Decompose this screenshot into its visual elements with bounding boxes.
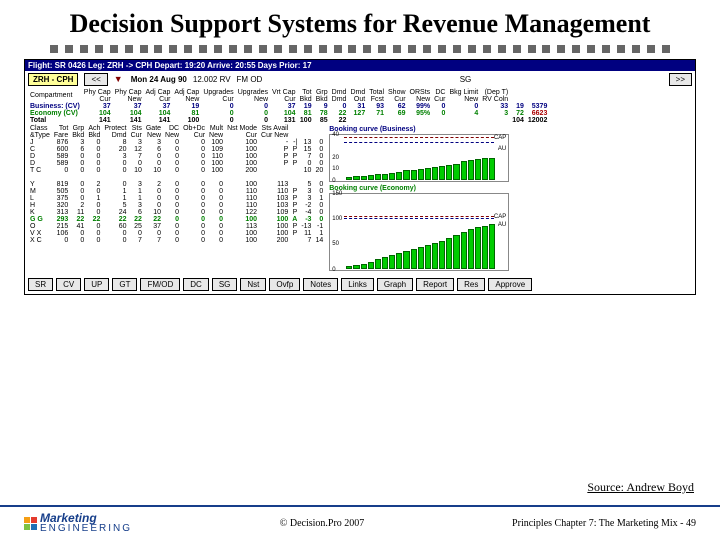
toolbar-sg-button[interactable]: SG (212, 278, 238, 291)
date-label: Mon 24 Aug 90 (131, 75, 187, 84)
class-row: H32020530000110103P-20 (28, 202, 325, 209)
rv-label: 12.002 RV (193, 75, 231, 84)
window-titlebar: Flight: SR 0426 Leg: ZRH -> CPH Depart: … (25, 60, 695, 71)
chapter-text: Principles Chapter 7: The Marketing Mix … (512, 518, 696, 529)
class-row: L37501110000110103P31 (28, 195, 325, 202)
booking-curve-business: 0102040CAPAU (329, 134, 509, 182)
fm-label: FM OD (237, 75, 263, 84)
sg-label: SG (460, 75, 472, 84)
class-row: O215410602537000113100P-13-1 (28, 223, 325, 230)
class-grid: Class&TypeTotFareGrpBkdAchBkdProtectDmdS… (28, 125, 325, 273)
app-window: Flight: SR 0426 Leg: ZRH -> CPH Depart: … (24, 59, 696, 295)
toolbar-dc-button[interactable]: DC (183, 278, 209, 291)
compartment-row: Business: (CV)373737190037199031936299%0… (28, 103, 549, 110)
toolbar-sr-button[interactable]: SR (28, 278, 53, 291)
class-row: D5890000000100100PP00 (28, 160, 325, 167)
class-row: G G2932222222222000100100A-30 (28, 216, 325, 223)
class-row: C600602012600109100PP150 (28, 146, 325, 153)
toolbar-report-button[interactable]: Report (416, 278, 454, 291)
prev-button[interactable]: << (84, 73, 107, 86)
toolbar-up-button[interactable]: UP (84, 278, 109, 291)
class-row: J8763083300100100--|130 (28, 139, 325, 146)
next-button[interactable]: >> (669, 73, 692, 86)
class-row: K31311024610000122109P-40 (28, 209, 325, 216)
bottom-toolbar: SRCVUPGTFM/ODDCSGNstOvfpNotesLinksGraphR… (25, 275, 695, 294)
marketing-engineering-logo: Marketing ENGINEERING (24, 511, 132, 536)
class-row: T C00001010001002001020 (28, 167, 325, 174)
logo-text-2: ENGINEERING (40, 523, 132, 534)
compartment-row: Total14114114110000131100852210412002 (28, 117, 549, 124)
class-row: V X10600000000100100P111 (28, 230, 325, 237)
booking-curve-economy: 050100150CAPAU (329, 193, 509, 271)
class-row: M50500110000110110P30 (28, 188, 325, 195)
slide-footer: Marketing ENGINEERING © Decision.Pro 200… (0, 505, 720, 536)
route-badge: ZRH - CPH (28, 73, 78, 86)
toolbar-fmod-button[interactable]: FM/OD (140, 278, 180, 291)
toolbar-gt-button[interactable]: GT (112, 278, 137, 291)
toolbar-links-button[interactable]: Links (341, 278, 374, 291)
charts-panel: Booking curve (Business) 0102040CAPAU Bo… (329, 125, 509, 273)
dropdown-icon[interactable]: ▼ (114, 74, 123, 84)
source-credit: Source: Andrew Boyd (587, 480, 694, 495)
compartment-grid: CompartmentPhy CapCurPhy CapNewAdj CapCu… (25, 88, 695, 125)
route-toolbar: ZRH - CPH << ▼ Mon 24 Aug 90 12.002 RV F… (25, 71, 695, 88)
class-row: Y8190203200010011350 (28, 181, 325, 188)
class-row: X C000077000100200714 (28, 237, 325, 244)
class-row: D5890037000110100PP70 (28, 153, 325, 160)
toolbar-ovfp-button[interactable]: Ovfp (269, 278, 300, 291)
compartment-row: Economy (CV)1041041048100104817822127716… (28, 110, 549, 117)
toolbar-approve-button[interactable]: Approve (488, 278, 532, 291)
copyright-text: © Decision.Pro 2007 (132, 518, 512, 529)
toolbar-nst-button[interactable]: Nst (240, 278, 266, 291)
chart-title-business: Booking curve (Business) (329, 125, 509, 134)
slide-title: Decision Support Systems for Revenue Man… (0, 0, 720, 43)
decorative-dots (50, 45, 670, 55)
toolbar-res-button[interactable]: Res (457, 278, 485, 291)
toolbar-cv-button[interactable]: CV (56, 278, 81, 291)
chart-title-economy: Booking curve (Economy) (329, 184, 509, 193)
toolbar-notes-button[interactable]: Notes (303, 278, 338, 291)
toolbar-graph-button[interactable]: Graph (377, 278, 413, 291)
